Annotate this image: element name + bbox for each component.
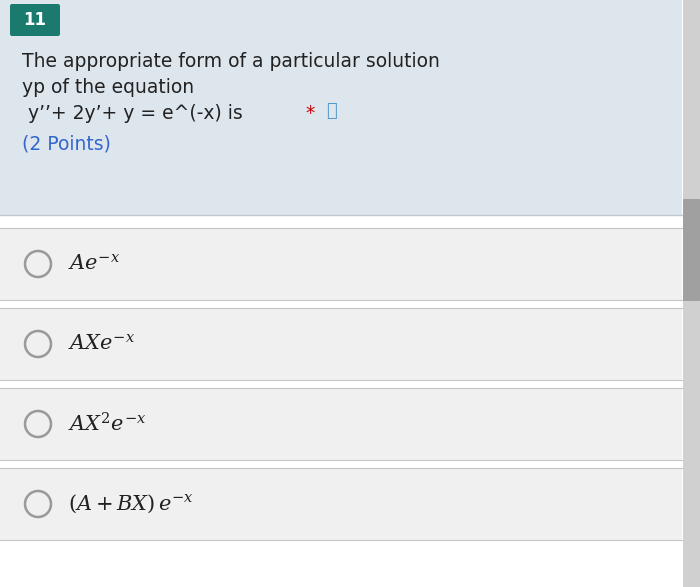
FancyBboxPatch shape	[0, 388, 682, 460]
Text: $(A + BX)\, e^{-x}$: $(A + BX)\, e^{-x}$	[68, 492, 194, 515]
Text: yp of the equation: yp of the equation	[22, 78, 194, 97]
FancyBboxPatch shape	[0, 0, 682, 215]
Text: y’’+ 2y’+ y = e^(-x) is: y’’+ 2y’+ y = e^(-x) is	[22, 104, 243, 123]
FancyBboxPatch shape	[10, 4, 60, 36]
Text: The appropriate form of a particular solution: The appropriate form of a particular sol…	[22, 52, 440, 71]
Text: $AXe^{-x}$: $AXe^{-x}$	[68, 334, 135, 354]
Text: (2 Points): (2 Points)	[22, 134, 111, 153]
Text: $Ae^{-x}$: $Ae^{-x}$	[68, 254, 120, 274]
Text: 11: 11	[24, 11, 46, 29]
FancyBboxPatch shape	[0, 308, 682, 380]
Text: 🔊: 🔊	[326, 102, 337, 120]
Text: $AX^2e^{-x}$: $AX^2e^{-x}$	[68, 413, 146, 436]
FancyBboxPatch shape	[0, 228, 682, 300]
FancyBboxPatch shape	[0, 468, 682, 540]
FancyBboxPatch shape	[683, 0, 700, 587]
FancyBboxPatch shape	[683, 199, 700, 301]
Text: *: *	[305, 104, 314, 123]
